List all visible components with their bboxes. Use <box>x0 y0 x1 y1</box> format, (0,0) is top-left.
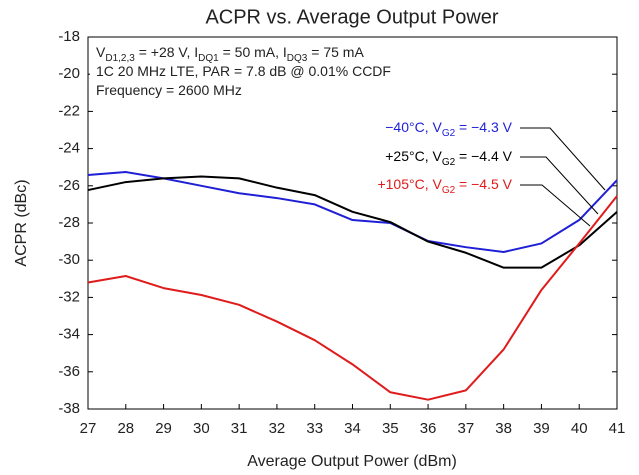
y-tick-label: -34 <box>58 326 80 343</box>
y-tick-label: -32 <box>58 288 80 305</box>
subscript: D1,2,3 <box>105 53 135 64</box>
text-part: +25°C, V <box>385 148 442 164</box>
x-tick-label: 31 <box>231 420 248 437</box>
leader-line <box>520 184 591 227</box>
x-tick-label: 33 <box>306 420 323 437</box>
subscript: DQ1 <box>198 53 219 64</box>
x-tick-label: 36 <box>420 420 437 437</box>
annotation: VD1,2,3 = +28 V, IDQ1 = 50 mA, IDQ3 = 75… <box>96 44 364 64</box>
y-tick-label: -38 <box>58 400 80 417</box>
subscript: G2 <box>442 185 456 196</box>
text-part: = +28 V, I <box>135 44 198 60</box>
subscript: G2 <box>442 128 456 139</box>
y-tick-label: -24 <box>58 140 80 157</box>
leader-line <box>520 127 606 191</box>
y-axis-label: ACPR (dBc) <box>13 179 30 266</box>
text-part: = 50 mA, I <box>219 44 287 60</box>
x-tick-label: 28 <box>117 420 134 437</box>
x-tick-label: 39 <box>533 420 550 437</box>
y-tick-label: -36 <box>58 363 80 380</box>
leader-line <box>520 156 599 215</box>
text-part: 1C 20 MHz LTE, PAR = 7.8 dB @ 0.01% CCDF <box>96 63 391 79</box>
y-tick-label: -28 <box>58 214 80 231</box>
x-tick-label: 41 <box>609 420 626 437</box>
y-tick-label: -22 <box>58 102 80 119</box>
text-part: = 75 mA <box>307 44 364 60</box>
legend-label: +105°C, VG2 = −4.5 V <box>377 176 512 196</box>
chart-title: ACPR vs. Average Output Power <box>205 6 498 28</box>
x-tick-label: 32 <box>269 420 286 437</box>
annotation: Frequency = 2600 MHz <box>96 82 242 98</box>
series-line <box>87 175 618 269</box>
legend-label: −40°C, VG2 = −4.3 V <box>385 119 512 139</box>
y-tick-label: -18 <box>58 28 80 45</box>
annotation-box <box>90 40 482 104</box>
text-part: +105°C, V <box>377 176 442 192</box>
subscript: G2 <box>442 157 456 168</box>
text-part: = −4.3 V <box>455 119 512 135</box>
legend-label: +25°C, VG2 = −4.4 V <box>385 148 512 168</box>
subscript: DQ3 <box>287 53 308 64</box>
x-tick-label: 30 <box>193 420 210 437</box>
annotation: 1C 20 MHz LTE, PAR = 7.8 dB @ 0.01% CCDF <box>96 63 391 79</box>
x-tick-label: 34 <box>344 420 361 437</box>
text-part: Frequency = 2600 MHz <box>96 82 242 98</box>
text-part: V <box>96 44 106 60</box>
y-tick-label: -20 <box>58 65 80 82</box>
text-part: = −4.5 V <box>455 176 512 192</box>
series-line <box>87 171 618 254</box>
x-axis-label: Average Output Power (dBm) <box>247 453 457 470</box>
text-part: −40°C, V <box>385 119 442 135</box>
y-tick-label: -30 <box>58 251 80 268</box>
y-tick-label: -26 <box>58 177 80 194</box>
x-tick-label: 29 <box>155 420 172 437</box>
x-tick-label: 27 <box>80 420 97 437</box>
series-line <box>87 195 618 401</box>
x-tick-label: 35 <box>382 420 399 437</box>
x-tick-label: 40 <box>571 420 588 437</box>
x-tick-label: 37 <box>458 420 475 437</box>
x-tick-label: 38 <box>495 420 512 437</box>
text-part: = −4.4 V <box>455 148 512 164</box>
